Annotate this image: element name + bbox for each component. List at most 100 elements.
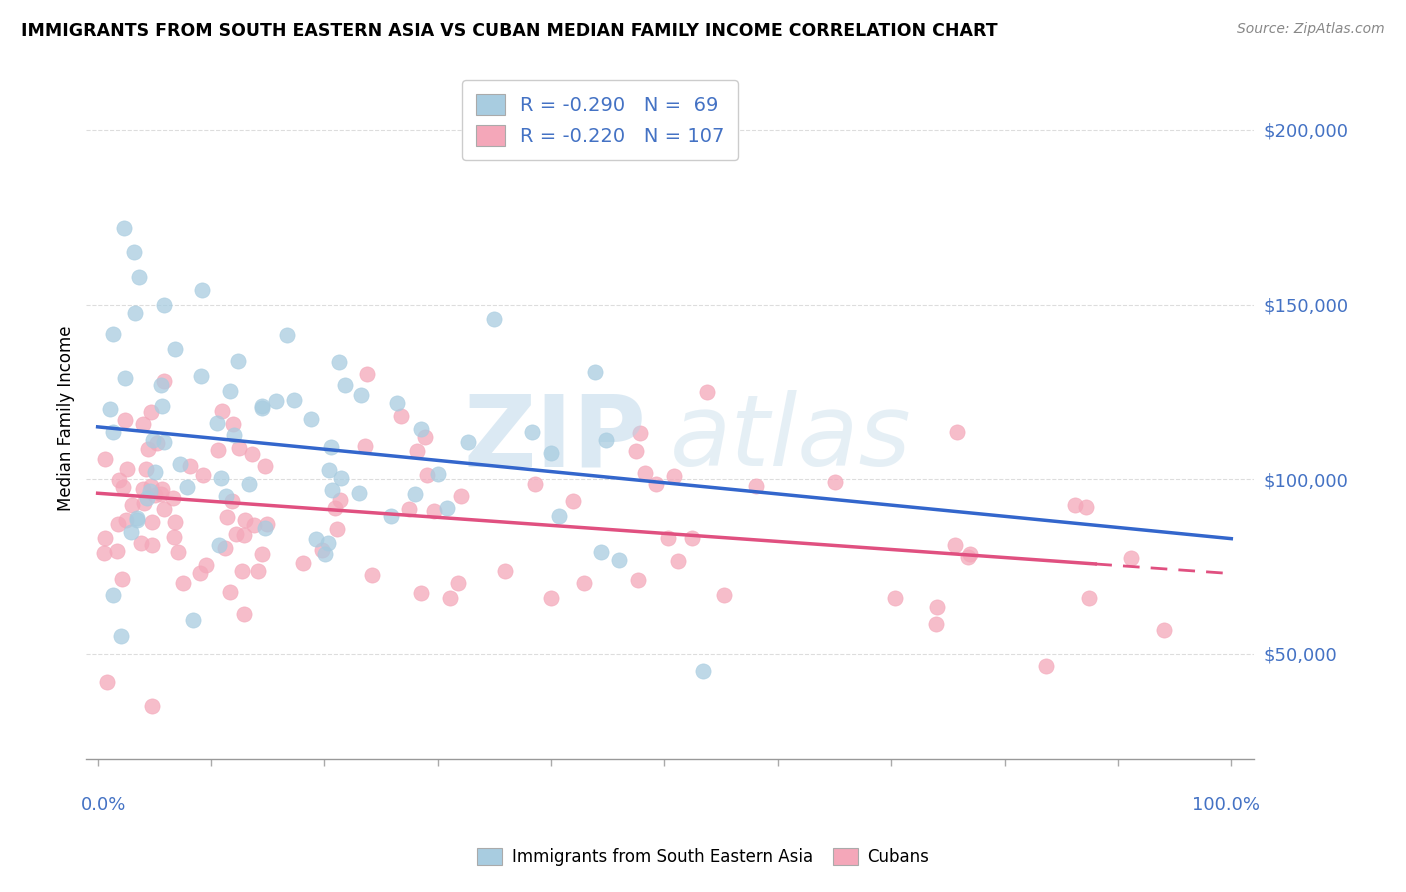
Point <box>540 446 562 460</box>
Point <box>214 541 236 556</box>
Point <box>634 466 657 480</box>
Point <box>132 496 155 510</box>
Point <box>211 404 233 418</box>
Point <box>681 531 703 545</box>
Point <box>107 516 129 531</box>
Point <box>323 501 346 516</box>
Legend: Immigrants from South Eastern Asia, Cubans: Immigrants from South Eastern Asia, Cuba… <box>470 841 936 873</box>
Legend: R = -0.290   N =  69, R = -0.220   N = 107: R = -0.290 N = 69, R = -0.220 N = 107 <box>463 80 738 160</box>
Text: atlas: atlas <box>671 390 911 487</box>
Point <box>439 591 461 605</box>
Point <box>398 501 420 516</box>
Point <box>361 568 384 582</box>
Point <box>132 417 155 431</box>
Text: ZIP: ZIP <box>464 390 647 487</box>
Point <box>956 550 979 565</box>
Point <box>100 401 122 416</box>
Point <box>221 494 243 508</box>
Point <box>94 452 117 467</box>
Point <box>305 532 328 546</box>
Point <box>169 457 191 471</box>
Point <box>136 442 159 457</box>
Point <box>484 312 506 326</box>
Point <box>299 411 322 425</box>
Point <box>235 513 257 527</box>
Point <box>925 616 948 631</box>
Point <box>330 470 353 484</box>
Point <box>595 433 617 447</box>
Point <box>93 546 115 560</box>
Point <box>494 564 516 578</box>
Point <box>139 404 162 418</box>
Point <box>1119 551 1142 566</box>
Point <box>946 425 969 440</box>
Point <box>163 530 186 544</box>
Point <box>627 573 650 587</box>
Point <box>318 463 340 477</box>
Point <box>149 487 172 501</box>
Point <box>696 384 718 399</box>
Point <box>152 483 174 497</box>
Point <box>243 518 266 533</box>
Point <box>253 458 276 473</box>
Point <box>143 488 166 502</box>
Point <box>111 572 134 586</box>
Point <box>112 480 135 494</box>
Point <box>406 444 429 458</box>
Point <box>607 553 630 567</box>
Point <box>225 526 247 541</box>
Point <box>209 471 232 485</box>
Point <box>1064 498 1087 512</box>
Point <box>150 399 173 413</box>
Point <box>143 465 166 479</box>
Point <box>120 524 142 539</box>
Point <box>240 447 263 461</box>
Point <box>141 515 163 529</box>
Point <box>207 443 229 458</box>
Point <box>101 588 124 602</box>
Point <box>246 564 269 578</box>
Point <box>745 479 768 493</box>
Point <box>321 483 343 497</box>
Point <box>314 547 336 561</box>
Point <box>264 394 287 409</box>
Point <box>311 542 333 557</box>
Point <box>190 368 212 383</box>
Point <box>152 375 174 389</box>
Point <box>218 584 240 599</box>
Point <box>127 510 149 524</box>
Point <box>166 545 188 559</box>
Point <box>436 501 458 516</box>
Point <box>447 576 470 591</box>
Point <box>132 483 155 497</box>
Point <box>179 459 201 474</box>
Point <box>666 554 689 568</box>
Point <box>153 502 176 516</box>
Point <box>319 440 342 454</box>
Point <box>583 365 606 379</box>
Point <box>191 283 214 297</box>
Point <box>589 545 612 559</box>
Point <box>326 522 349 536</box>
Point <box>540 591 562 606</box>
Point <box>231 564 253 578</box>
Point <box>1077 591 1099 605</box>
Point <box>316 536 339 550</box>
Point <box>149 377 172 392</box>
Point <box>328 355 350 369</box>
Point <box>387 396 409 410</box>
Point <box>205 416 228 430</box>
Point <box>110 629 132 643</box>
Point <box>250 547 273 561</box>
Point <box>114 513 136 527</box>
Point <box>222 417 245 432</box>
Point <box>662 468 685 483</box>
Point <box>657 532 679 546</box>
Point <box>959 547 981 561</box>
Point <box>291 556 314 570</box>
Point <box>524 476 547 491</box>
Point <box>457 435 479 450</box>
Point <box>692 665 714 679</box>
Point <box>145 436 167 450</box>
Point <box>1076 500 1098 514</box>
